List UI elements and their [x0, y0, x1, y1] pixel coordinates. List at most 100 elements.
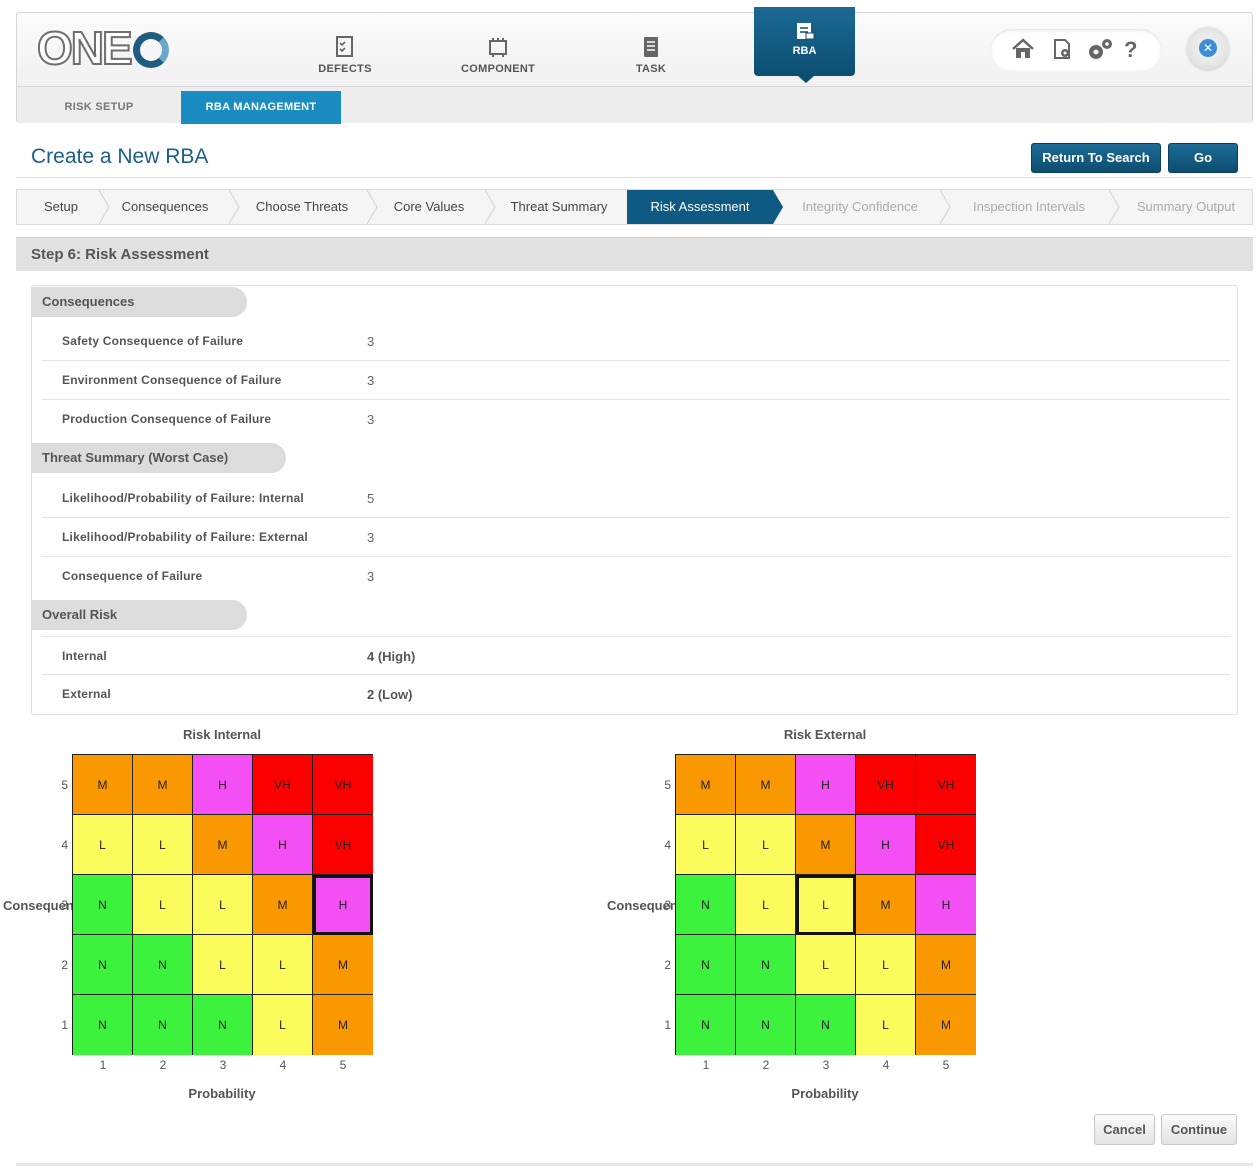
risk-cell: VH [253, 755, 313, 815]
risk-cell: M [796, 815, 856, 875]
risk-cell: L [856, 995, 916, 1055]
risk-cell: N [736, 995, 796, 1055]
x-tick-label: 3 [219, 1058, 227, 1072]
wizard-step-threat-summary[interactable]: Threat Summary [510, 199, 608, 214]
row-value: 3 [367, 334, 375, 349]
risk-cell: H [796, 755, 856, 815]
x-tick-label: 1 [99, 1058, 107, 1072]
risk-cell: H [916, 875, 976, 935]
close-icon: ✕ [1199, 39, 1217, 57]
risk-cell: L [193, 875, 253, 935]
risk-cell: L [133, 875, 193, 935]
close-button[interactable]: ✕ [1187, 27, 1229, 69]
section-overall-risk-header: Overall Risk [32, 600, 247, 630]
risk-cell: H [253, 815, 313, 875]
y-tick-label: 2 [61, 958, 68, 972]
x-axis-label: Probability [188, 1086, 256, 1101]
risk-external-matrix: M M H VH VH L L M H VH N L L M H N N L L M N N N L M [675, 754, 976, 1055]
one-logo[interactable]: ONE [36, 24, 169, 72]
wizard-step-inspection-intervals: Inspection Intervals [972, 199, 1085, 214]
row-label: Consequence of Failure [62, 569, 203, 583]
nav-rba-label: RBA [792, 45, 817, 57]
row-label: Likelihood/Probability of Failure: Inter… [62, 491, 304, 505]
risk-cell: N [193, 995, 253, 1055]
x-tick-label: 4 [882, 1058, 890, 1072]
risk-cell: M [313, 995, 373, 1055]
row-label: Internal [62, 649, 107, 663]
risk-cell: N [676, 995, 736, 1055]
y-tick-label: 4 [61, 838, 68, 852]
x-axis-label: Probability [791, 1086, 859, 1101]
detail-row: External 2 (Low) [42, 675, 1230, 714]
wizard-steps: Setup Consequences Choose Threats Core V… [16, 189, 1253, 225]
risk-cell: L [253, 935, 313, 995]
y-tick-label: 3 [61, 898, 68, 912]
detail-row: Production Consequence of Failure 3 [42, 400, 1230, 439]
risk-cell: L [676, 815, 736, 875]
risk-cell: L [73, 815, 133, 875]
nav-defects[interactable]: DEFECTS [315, 35, 375, 75]
help-icon[interactable]: ? [1124, 37, 1138, 62]
internal-risk-value: 4 (High) [367, 649, 416, 664]
x-tick-label: 5 [339, 1058, 347, 1072]
x-tick-label: 4 [279, 1058, 287, 1072]
y-axis-label: Consequence [3, 898, 89, 913]
nav-active-pointer [798, 76, 814, 83]
risk-cell: M [916, 995, 976, 1055]
gears-icon[interactable] [1086, 37, 1114, 69]
wizard-step-summary-output: Summary Output [1136, 199, 1236, 214]
y-tick-label: 3 [664, 898, 671, 912]
nav-component-label: COMPONENT [461, 63, 536, 75]
cancel-button[interactable]: Cancel [1094, 1114, 1155, 1145]
risk-cell: L [736, 815, 796, 875]
home-icon[interactable] [1010, 37, 1036, 67]
wizard-step-consequences[interactable]: Consequences [121, 199, 209, 214]
nav-component[interactable]: COMPONENT [461, 35, 535, 75]
risk-cell: N [73, 995, 133, 1055]
y-tick-label: 1 [664, 1018, 671, 1032]
document-settings-icon[interactable] [1050, 37, 1074, 67]
risk-cell: L [193, 935, 253, 995]
risk-cell: L [796, 935, 856, 995]
row-label: Safety Consequence of Failure [62, 334, 244, 348]
subtab-risk-setup[interactable]: RISK SETUP [64, 101, 134, 113]
rba-icon [754, 21, 855, 41]
risk-cell: M [916, 935, 976, 995]
risk-cell: N [133, 995, 193, 1055]
risk-cell: N [133, 935, 193, 995]
subtab-rba-management[interactable]: RBA MANAGEMENT [181, 91, 341, 124]
y-tick-label: 5 [61, 778, 68, 792]
risk-cell: N [73, 935, 133, 995]
task-icon [640, 35, 662, 59]
nav-task[interactable]: TASK [631, 35, 671, 75]
risk-cell: M [253, 875, 313, 935]
risk-cell: M [193, 815, 253, 875]
row-label: Likelihood/Probability of Failure: Exter… [62, 530, 308, 544]
detail-row: Likelihood/Probability of Failure: Exter… [42, 518, 1230, 557]
risk-cell: VH [916, 755, 976, 815]
return-to-search-button[interactable]: Return To Search [1031, 143, 1161, 173]
wizard-step-choose-threats[interactable]: Choose Threats [255, 199, 349, 214]
risk-cell: M [856, 875, 916, 935]
wizard-step-setup[interactable]: Setup [44, 199, 78, 214]
y-tick-label: 4 [664, 838, 671, 852]
step-separator [939, 190, 951, 224]
wizard-step-risk-assessment[interactable]: Risk Assessment [627, 190, 773, 224]
detail-row: Consequence of Failure 3 [42, 557, 1230, 596]
current-step-arrow [773, 190, 783, 224]
continue-button[interactable]: Continue [1161, 1114, 1237, 1145]
row-value: 3 [367, 412, 375, 427]
nav-defects-label: DEFECTS [318, 63, 372, 75]
app-header: ONE DEFECTS COMPONENT TASK RBA [16, 7, 1253, 124]
detail-row: Internal 4 (High) [42, 636, 1230, 675]
wizard-step-core-values[interactable]: Core Values [393, 199, 465, 214]
risk-internal-title: Risk Internal [182, 727, 262, 742]
step-title: Step 6: Risk Assessment [16, 237, 1253, 271]
risk-cell: H [856, 815, 916, 875]
nav-rba[interactable]: RBA [754, 7, 855, 76]
defects-icon [334, 35, 356, 59]
y-tick-label: 5 [664, 778, 671, 792]
go-back-button[interactable]: Go Back [1168, 143, 1238, 193]
risk-cell: N [736, 935, 796, 995]
external-risk-value: 2 (Low) [367, 687, 413, 702]
